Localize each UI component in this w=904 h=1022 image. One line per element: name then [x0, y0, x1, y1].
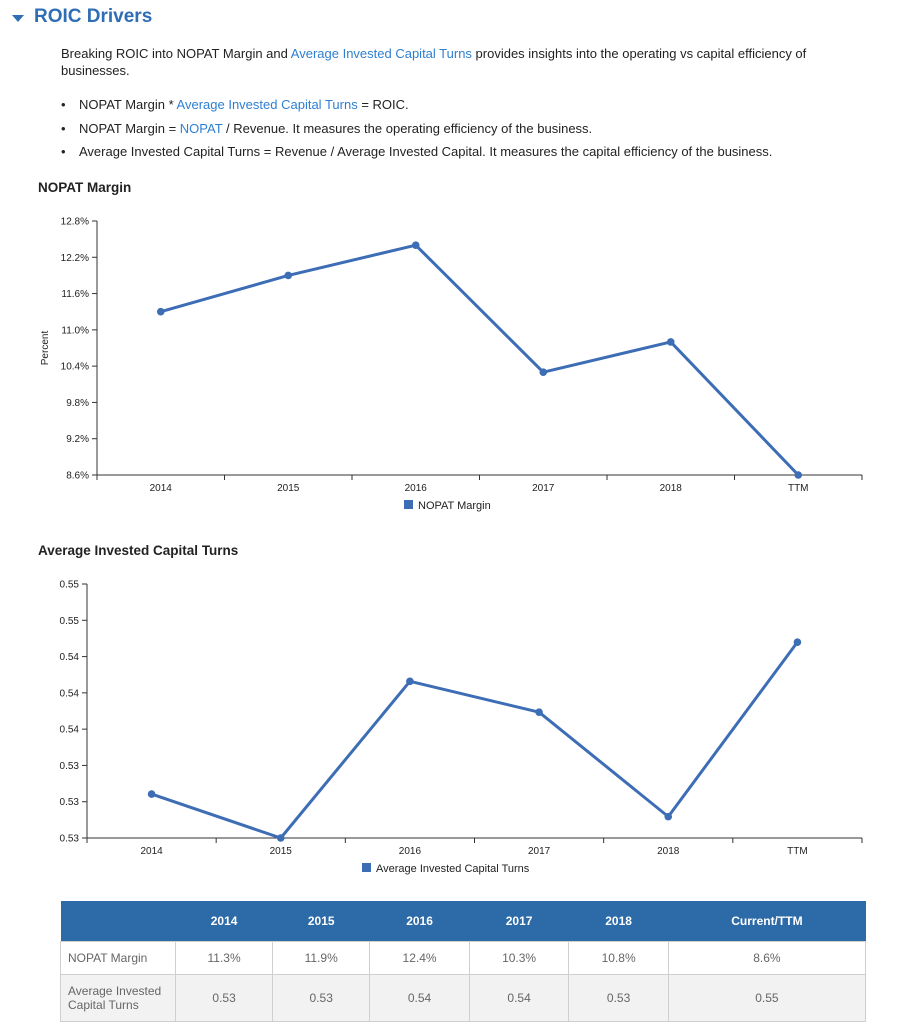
intro-link-aict[interactable]: Average Invested Capital Turns — [290, 46, 472, 61]
y-tick-label: 0.53 — [60, 834, 80, 845]
data-point — [664, 812, 673, 821]
y-tick-label: 8.6% — [66, 471, 89, 482]
table-cell: 10.3% — [468, 941, 570, 975]
bullet-link-aict[interactable]: Average Invested Capital Turns — [176, 97, 358, 112]
y-axis-title: Percent — [40, 331, 51, 366]
nopat-margin-chart: 12.8% 12.2% 11.6% 11.0% 10.4% 9.8% 9.2% 8.6% 201… — [40, 217, 863, 512]
chart-title-nopat: NOPAT Margin — [38, 180, 132, 195]
y-tick-label: 0.54 — [60, 725, 80, 736]
x-tick-label: TTM — [788, 483, 809, 494]
drivers-table: 2014 2015 2016 2017 2018 Current/TTM NOP… — [60, 901, 867, 1022]
x-tick-label: 2017 — [532, 483, 555, 494]
table-cell: 10.8% — [568, 941, 669, 975]
chart-title-turns: Average Invested Capital Turns — [38, 543, 239, 558]
intro-text: Breaking ROIC into NOPAT Margin and — [61, 46, 291, 61]
data-point — [276, 834, 285, 842]
series-line — [160, 243, 800, 477]
x-tick-label: 2017 — [528, 846, 551, 857]
table-cell: 11.3% — [174, 941, 274, 975]
bullet-item: NOPAT Margin = NOPAT / Revenue. It measu… — [61, 120, 772, 144]
data-point — [666, 338, 675, 346]
intro-text-end: provides insights into the operating vs … — [61, 46, 807, 78]
x-tick-label: 2018 — [660, 483, 683, 494]
section-title: ROIC Drivers — [34, 6, 153, 27]
table-header-row: 2014 2015 2016 2017 2018 Current/TTM — [60, 901, 866, 942]
bullet-item: Average Invested Capital Turns = Revenue… — [61, 143, 772, 167]
table-cell: 0.53 — [568, 974, 669, 1022]
data-point — [147, 790, 156, 798]
series-line — [151, 641, 799, 840]
y-tick-label: 0.54 — [60, 688, 80, 699]
x-tick-label: TTM — [787, 846, 808, 857]
x-tick-label: 2016 — [405, 483, 428, 494]
y-tick-label: 9.2% — [66, 434, 89, 445]
legend-swatch — [404, 500, 413, 509]
x-tick-label: 2018 — [657, 846, 680, 857]
x-tick-label: 2015 — [270, 846, 293, 857]
table-cell: 12.4% — [369, 941, 470, 975]
y-tick-label: 0.55 — [60, 616, 80, 627]
table-header-cell: Current/TTM — [668, 901, 866, 942]
data-point — [406, 677, 414, 686]
y-tick-label: 10.4% — [61, 362, 89, 373]
y-tick-label: 11.6% — [61, 289, 89, 300]
table-cell: 0.53 — [174, 974, 274, 1022]
caret-down-icon[interactable] — [12, 14, 24, 22]
capital-turns-chart: 0.55 0.55 0.54 0.54 0.54 0.53 0.53 0.53 2014 2015… — [60, 580, 863, 875]
y-tick-label: 12.2% — [61, 253, 89, 264]
x-tick-label: 2015 — [277, 483, 300, 494]
intro-paragraph: Breaking ROIC into NOPAT Margin and Aver… — [61, 45, 861, 79]
bullet-list: NOPAT Margin * Average Invested Capital … — [61, 96, 772, 167]
bullet-link-nopat[interactable]: NOPAT — [179, 120, 223, 136]
y-tick-label: 0.53 — [60, 761, 80, 772]
table-cell: 8.6% — [667, 941, 867, 975]
row-label: Average Invested Capital Turns — [60, 974, 176, 1022]
y-tick-label: 12.8% — [61, 217, 89, 228]
data-point — [793, 638, 802, 646]
y-tick-label: 0.53 — [60, 797, 80, 808]
section-toggle[interactable]: ROIC Drivers — [12, 6, 152, 28]
table-header-cell: 2016 — [369, 901, 470, 942]
table-cell: 0.54 — [468, 974, 570, 1022]
table-header-cell: 2015 — [272, 901, 370, 942]
x-tick-label: 2014 — [150, 483, 173, 494]
table-cell: 0.55 — [667, 974, 867, 1022]
row-label: NOPAT Margin — [60, 941, 176, 975]
x-tick-label: 2014 — [140, 846, 163, 857]
data-point — [535, 708, 543, 716]
bullet-item: NOPAT Margin * Average Invested Capital … — [61, 96, 772, 120]
data-point — [411, 241, 420, 249]
data-point — [539, 368, 548, 376]
y-tick-label: 0.55 — [60, 580, 80, 591]
y-tick-label: 9.8% — [66, 398, 89, 409]
y-tick-label: 11.0% — [61, 325, 89, 336]
x-tick-label: 2016 — [399, 846, 422, 857]
legend-swatch — [362, 863, 371, 872]
table-cell: 0.53 — [272, 974, 371, 1022]
data-point — [284, 271, 293, 280]
table-cell: 11.9% — [272, 941, 371, 975]
table-header-cell: 2017 — [469, 901, 569, 942]
table-header-cell: 2014 — [175, 901, 273, 942]
y-tick-label: 0.54 — [60, 652, 80, 663]
legend-label: Average Invested Capital Turns — [376, 863, 530, 875]
table-cell: 0.54 — [369, 974, 470, 1022]
data-point — [794, 471, 803, 479]
legend-label: NOPAT Margin — [418, 500, 491, 512]
table-header-cell — [60, 901, 176, 942]
table-row: Average Invested Capital Turns 0.53 0.53… — [60, 974, 867, 1022]
table-header-cell: 2018 — [568, 901, 669, 942]
data-point — [156, 307, 165, 316]
table-row: NOPAT Margin 11.3% 11.9% 12.4% 10.3% 10.… — [60, 941, 867, 975]
